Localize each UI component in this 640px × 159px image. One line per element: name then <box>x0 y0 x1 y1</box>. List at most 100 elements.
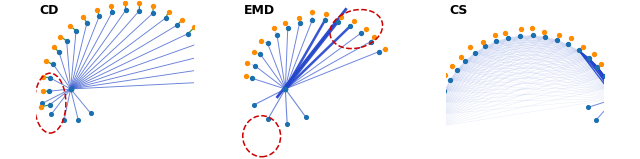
Point <box>164 10 174 13</box>
Point <box>540 36 550 38</box>
Point <box>255 53 265 55</box>
Point <box>596 62 606 65</box>
Point <box>204 67 214 70</box>
Point <box>490 34 500 36</box>
Point <box>435 101 445 104</box>
Point <box>373 51 383 53</box>
Point <box>44 104 54 106</box>
Point <box>604 72 614 74</box>
Point <box>172 24 182 26</box>
Point <box>243 62 253 64</box>
Point <box>134 9 145 12</box>
Point <box>349 20 359 22</box>
Point <box>211 64 221 66</box>
Point <box>205 52 215 55</box>
Point <box>345 25 355 28</box>
Point <box>440 74 450 77</box>
Point <box>480 45 490 48</box>
Point <box>49 46 60 49</box>
Point <box>333 21 343 23</box>
Point <box>40 60 51 62</box>
Point <box>573 49 584 52</box>
Point <box>478 41 488 43</box>
Point <box>71 30 81 32</box>
Point <box>361 28 371 30</box>
Point <box>515 35 525 37</box>
Point <box>38 90 48 92</box>
Point <box>470 52 480 54</box>
Point <box>256 40 266 42</box>
Point <box>61 39 72 42</box>
Point <box>280 21 291 24</box>
Point <box>321 13 331 15</box>
Point <box>36 105 46 108</box>
Point <box>605 86 616 88</box>
Point <box>148 4 159 7</box>
Point <box>55 35 65 38</box>
Point <box>45 76 55 79</box>
Point <box>516 28 526 31</box>
Point <box>336 16 346 19</box>
Point <box>432 125 442 128</box>
Point <box>433 86 444 89</box>
Point <box>320 19 330 21</box>
Point <box>192 43 202 45</box>
Point <box>106 5 116 7</box>
Point <box>611 97 621 100</box>
Point <box>73 118 83 121</box>
Point <box>250 64 260 67</box>
Point <box>241 75 252 77</box>
Point <box>294 21 305 24</box>
Point <box>207 81 217 83</box>
Point <box>563 43 573 46</box>
Point <box>249 51 259 53</box>
Point <box>540 30 550 33</box>
Point <box>246 77 257 79</box>
Point <box>491 40 501 42</box>
Point <box>283 26 293 29</box>
Point <box>452 69 462 71</box>
Text: CS: CS <box>450 4 468 17</box>
Point <box>616 96 626 98</box>
Point <box>445 79 455 81</box>
Point <box>48 63 58 66</box>
Point <box>92 9 102 11</box>
Point <box>44 90 54 93</box>
Point <box>566 37 577 39</box>
Point <box>65 24 75 27</box>
Point <box>369 35 380 38</box>
Point <box>307 19 317 21</box>
Point <box>611 82 621 85</box>
Point <box>177 19 187 22</box>
Point <box>589 53 599 55</box>
Point <box>37 102 47 104</box>
Point <box>456 56 467 59</box>
Point <box>591 118 602 121</box>
Point <box>282 122 292 125</box>
Point <box>500 31 511 34</box>
Point <box>584 57 594 59</box>
Point <box>134 2 145 4</box>
Point <box>59 119 69 121</box>
Point <box>272 33 282 36</box>
Point <box>578 45 588 48</box>
Point <box>380 48 390 50</box>
Point <box>262 42 273 45</box>
Point <box>183 32 193 35</box>
Point <box>65 88 76 90</box>
Point <box>212 79 223 82</box>
Point <box>269 27 279 30</box>
Point <box>307 11 317 14</box>
Text: CD: CD <box>39 4 58 17</box>
Point <box>365 40 376 43</box>
Point <box>426 125 436 128</box>
Point <box>447 65 458 67</box>
Point <box>54 51 64 53</box>
Point <box>433 113 443 116</box>
Point <box>439 90 449 92</box>
Point <box>554 33 564 36</box>
Point <box>527 34 538 37</box>
Point <box>86 112 96 114</box>
Point <box>263 118 273 120</box>
Point <box>503 36 513 39</box>
